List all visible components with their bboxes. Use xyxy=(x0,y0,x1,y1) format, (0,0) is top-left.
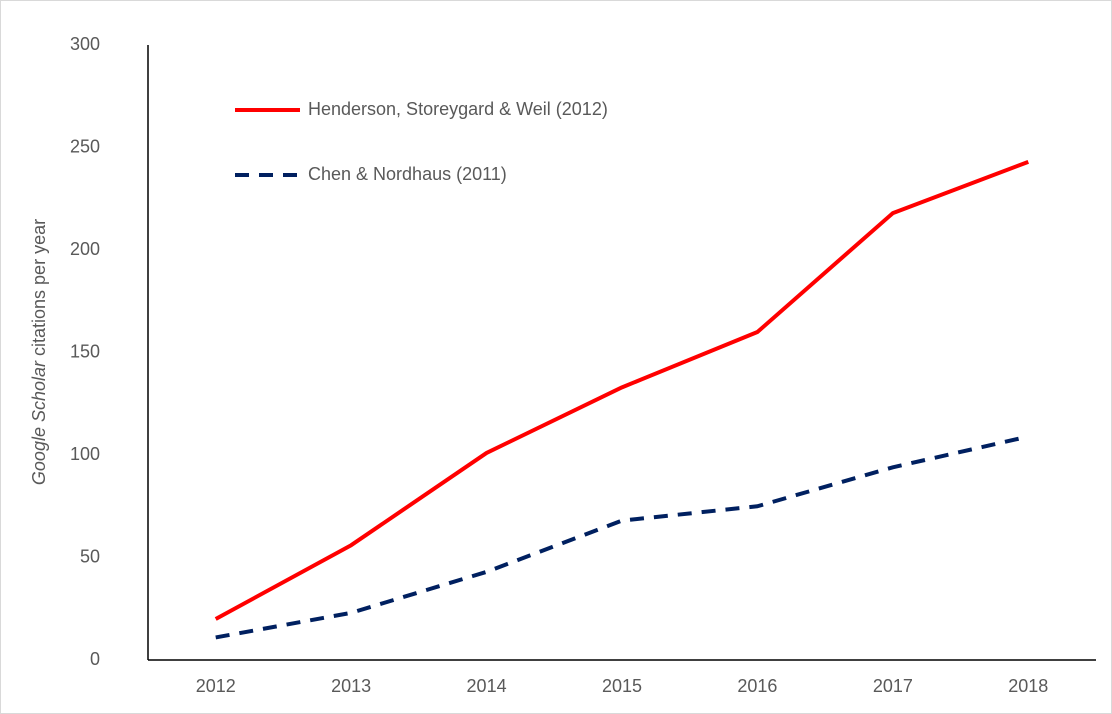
x-tick-label: 2013 xyxy=(331,676,371,696)
y-axis-label: Google Scholar citations per year xyxy=(29,219,49,485)
legend-label: Henderson, Storeygard & Weil (2012) xyxy=(308,99,608,119)
y-tick-label: 100 xyxy=(70,444,100,464)
y-tick-label: 50 xyxy=(80,546,100,566)
y-axis-label-rest: citations per year xyxy=(29,219,49,356)
series-line xyxy=(215,434,1029,640)
x-tick-label: 2015 xyxy=(602,676,642,696)
y-tick-label: 300 xyxy=(70,34,100,54)
y-tick-label: 200 xyxy=(70,239,100,259)
series-line xyxy=(214,159,1029,621)
x-tick-label: 2016 xyxy=(737,676,777,696)
legend-label: Chen & Nordhaus (2011) xyxy=(308,164,507,184)
x-tick-label: 2018 xyxy=(1008,676,1048,696)
y-axis-label-italic: Google Scholar xyxy=(29,360,49,485)
y-tick-label: 250 xyxy=(70,136,100,156)
y-tick-label: 0 xyxy=(90,649,100,669)
x-tick-label: 2014 xyxy=(467,676,507,696)
x-tick-label: 2017 xyxy=(873,676,913,696)
y-tick-label: 150 xyxy=(70,341,100,361)
x-tick-label: 2012 xyxy=(196,676,236,696)
